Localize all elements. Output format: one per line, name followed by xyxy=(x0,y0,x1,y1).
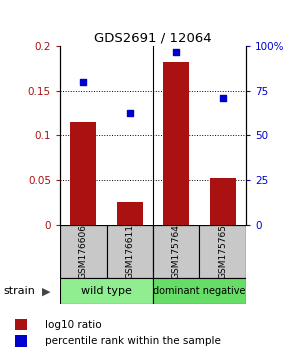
Text: strain: strain xyxy=(3,286,35,296)
Bar xyxy=(210,178,236,225)
Text: dominant negative: dominant negative xyxy=(153,286,246,296)
Bar xyxy=(106,225,153,278)
Text: wild type: wild type xyxy=(81,286,132,296)
Point xyxy=(81,79,86,85)
Bar xyxy=(117,202,142,225)
Bar xyxy=(60,225,106,278)
Point xyxy=(128,110,132,116)
Text: GSM176611: GSM176611 xyxy=(125,224,134,279)
Text: log10 ratio: log10 ratio xyxy=(45,320,102,330)
Text: percentile rank within the sample: percentile rank within the sample xyxy=(45,336,221,346)
Bar xyxy=(15,319,27,330)
Text: ▶: ▶ xyxy=(42,286,50,296)
Bar xyxy=(70,122,96,225)
Bar xyxy=(200,225,246,278)
Bar xyxy=(153,278,246,304)
Bar xyxy=(164,62,189,225)
Point xyxy=(174,50,178,55)
Bar xyxy=(153,225,200,278)
Bar xyxy=(60,278,153,304)
Text: GSM175765: GSM175765 xyxy=(218,224,227,279)
Title: GDS2691 / 12064: GDS2691 / 12064 xyxy=(94,32,212,45)
Text: GSM175764: GSM175764 xyxy=(172,224,181,279)
Text: GSM176606: GSM176606 xyxy=(79,224,88,279)
Bar xyxy=(15,335,27,347)
Point xyxy=(220,95,225,101)
